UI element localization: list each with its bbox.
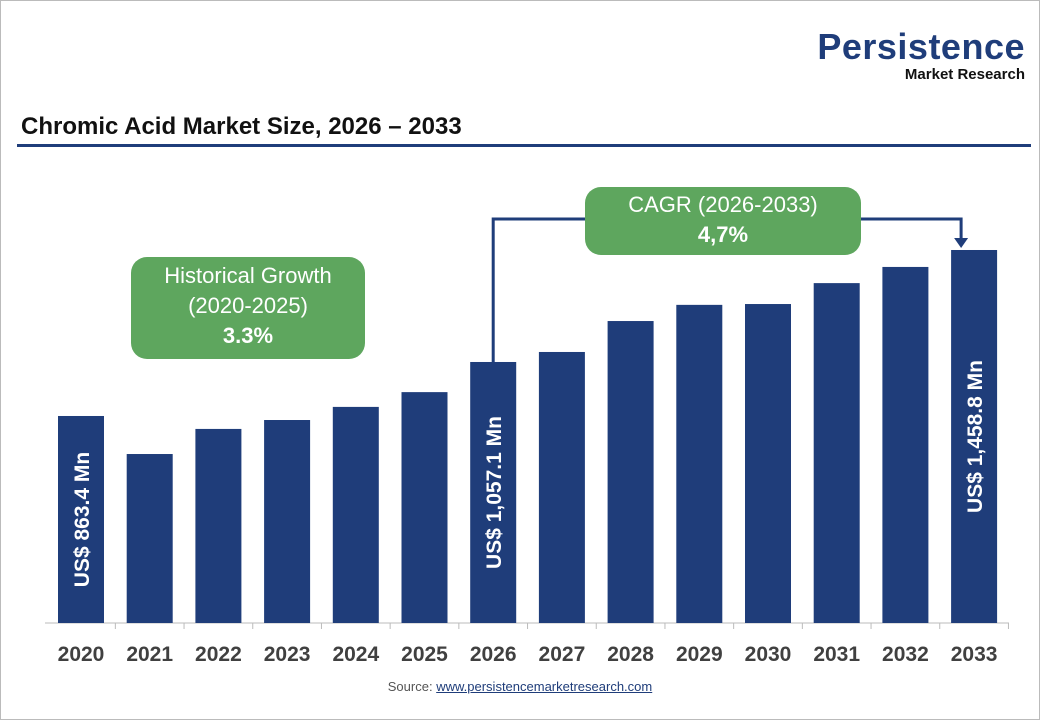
historical-period: (2020-2025) <box>188 293 308 318</box>
historical-growth-box: Historical Growth (2020-2025) 3.3% <box>131 257 365 359</box>
historical-label: Historical Growth <box>164 263 332 288</box>
historical-value: 3.3% <box>222 323 274 348</box>
bar-2031 <box>813 283 860 623</box>
data-label: US$ 1,057.1 Mn <box>483 416 506 569</box>
x-tick-label: 2021 <box>126 643 173 666</box>
bar-2030 <box>745 304 791 623</box>
x-tick-label: 2025 <box>401 643 448 666</box>
x-tick-label: 2024 <box>332 643 379 666</box>
source-link[interactable]: www.persistencemarketresearch.com <box>436 679 653 694</box>
bar-2023 <box>264 420 311 623</box>
arrow-head-icon <box>954 237 969 248</box>
chart-title: Chromic Acid Market Size, 2026 – 2033 <box>21 113 462 140</box>
bar-2033 <box>951 249 998 624</box>
x-tick-label: 2029 <box>676 643 723 666</box>
title-rule <box>17 144 1031 147</box>
bar-2025 <box>401 392 448 623</box>
x-tick-label: 2020 <box>58 643 105 666</box>
bar-2028 <box>607 321 654 623</box>
x-tick-label: 2022 <box>195 643 242 666</box>
data-label: US$ 1,458.8 Mn <box>964 360 987 513</box>
bar-2020 <box>58 415 104 623</box>
x-tick-label: 2026 <box>470 643 517 666</box>
x-tick-label: 2023 <box>264 643 311 666</box>
x-tick-label: 2027 <box>539 643 586 666</box>
x-tick-label: 2030 <box>745 643 792 666</box>
data-label: US$ 863.4 Mn <box>71 452 94 587</box>
bar-2027 <box>538 351 585 623</box>
bar-2021 <box>126 454 173 623</box>
cagr-value: 4,7% <box>697 222 749 247</box>
bar-2022 <box>195 428 242 623</box>
x-tick-label: 2032 <box>882 643 929 666</box>
cagr-box: CAGR (2026-2033) 4,7% <box>585 187 861 255</box>
x-tick-label: 2033 <box>951 643 998 666</box>
x-tick-label: 2031 <box>813 643 860 666</box>
source: Source: www.persistencemarketresearch.co… <box>1 679 1039 694</box>
cagr-label: CAGR (2026-2033) <box>628 192 818 217</box>
logo-subtitle: Market Research <box>904 66 1025 83</box>
source-label: Source: <box>387 679 433 694</box>
logo: Persistence <box>817 26 1025 67</box>
bar-2032 <box>882 266 929 623</box>
bar-2026 <box>470 361 517 623</box>
x-tick-label: 2028 <box>607 643 654 666</box>
bar-2029 <box>676 304 723 623</box>
bar-2024 <box>332 406 379 623</box>
